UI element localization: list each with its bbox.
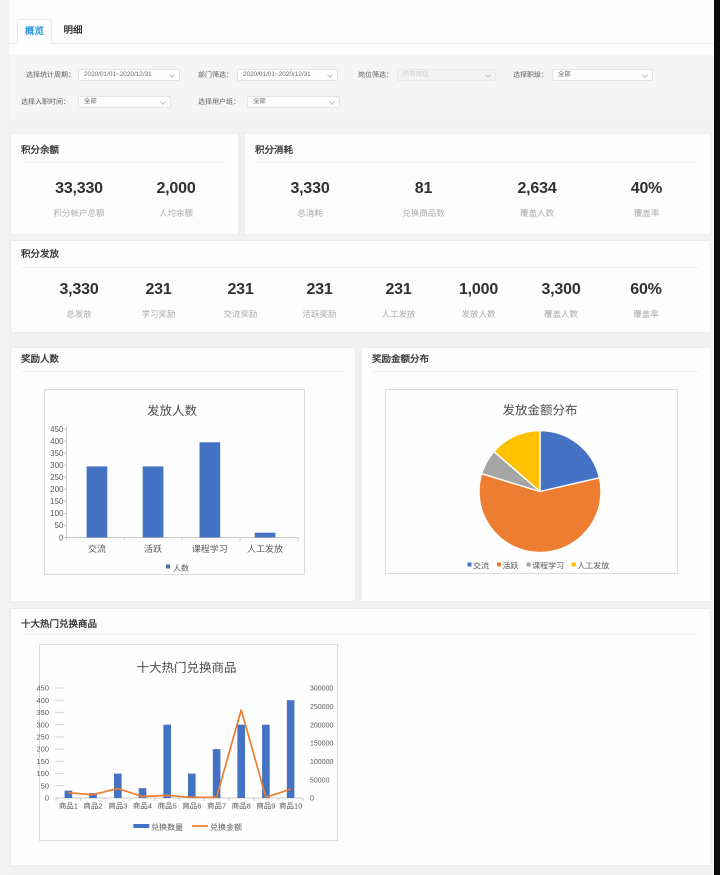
svg-text:活跃: 活跃 [503, 562, 519, 571]
svg-text:150: 150 [50, 497, 64, 506]
svg-text:商品8: 商品8 [232, 802, 251, 811]
svg-text:人工发放: 人工发放 [247, 544, 283, 554]
svg-text:商品2: 商品2 [83, 802, 102, 811]
svg-text:300: 300 [36, 720, 49, 729]
svg-text:350: 350 [36, 708, 49, 717]
svg-text:商品5: 商品5 [158, 802, 177, 811]
svg-text:活跃: 活跃 [144, 544, 162, 554]
svg-text:300: 300 [50, 461, 64, 470]
svg-text:课程学习: 课程学习 [192, 544, 228, 554]
svg-text:商品10: 商品10 [279, 802, 302, 811]
svg-text:200: 200 [50, 485, 64, 494]
svg-text:商品6: 商品6 [182, 802, 201, 811]
svg-text:商品1: 商品1 [59, 802, 78, 811]
svg-text:350: 350 [50, 449, 64, 458]
svg-text:450: 450 [36, 684, 49, 693]
svg-text:400: 400 [50, 437, 64, 446]
svg-text:兑换数量: 兑换数量 [151, 823, 183, 832]
svg-text:150000: 150000 [310, 741, 333, 748]
svg-text:人工发放: 人工发放 [577, 562, 609, 571]
svg-text:100000: 100000 [310, 759, 333, 766]
svg-text:250: 250 [50, 473, 64, 482]
svg-text:50000: 50000 [310, 777, 330, 784]
svg-text:0: 0 [59, 533, 64, 542]
svg-text:450: 450 [50, 425, 64, 434]
svg-text:商品4: 商品4 [133, 802, 152, 811]
svg-text:200: 200 [36, 745, 49, 754]
svg-text:商品7: 商品7 [207, 802, 226, 811]
svg-text:150: 150 [36, 757, 49, 766]
svg-text:300000: 300000 [310, 686, 333, 693]
svg-text:100: 100 [50, 509, 64, 518]
svg-text:发放人数: 发放人数 [147, 404, 198, 418]
svg-text:100: 100 [36, 769, 49, 778]
svg-text:课程学习: 课程学习 [532, 562, 564, 571]
svg-text:200000: 200000 [310, 722, 333, 729]
svg-text:250: 250 [36, 733, 49, 742]
svg-text:250000: 250000 [310, 704, 333, 711]
svg-text:400: 400 [36, 696, 49, 705]
svg-text:商品9: 商品9 [256, 802, 275, 811]
svg-text:兑换金额: 兑换金额 [210, 823, 242, 832]
svg-text:商品3: 商品3 [108, 802, 127, 811]
svg-text:50: 50 [55, 521, 64, 530]
svg-text:发放金额分布: 发放金额分布 [502, 404, 577, 418]
svg-text:0: 0 [45, 794, 49, 803]
svg-text:50: 50 [41, 781, 49, 790]
svg-text:交流: 交流 [88, 544, 106, 554]
svg-text:人数: 人数 [173, 564, 189, 573]
svg-text:0: 0 [310, 796, 314, 803]
svg-text:十大热门兑换商品: 十大热门兑换商品 [136, 661, 236, 675]
svg-text:交流: 交流 [473, 562, 489, 571]
